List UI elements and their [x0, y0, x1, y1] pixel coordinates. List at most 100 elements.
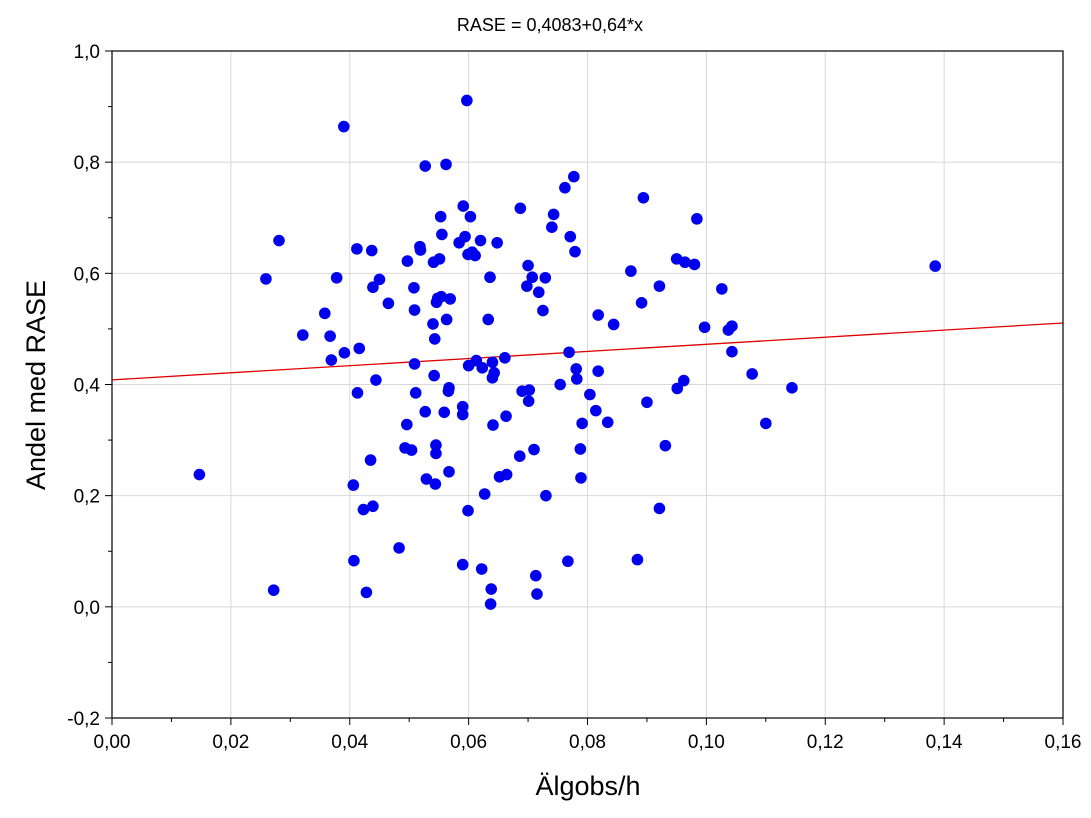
y-axis-title: Andel med RASE [21, 280, 51, 490]
data-point [513, 450, 526, 463]
data-point [443, 465, 455, 478]
data-point [500, 410, 512, 422]
data-point [193, 468, 206, 481]
data-point [367, 281, 379, 294]
data-point [429, 478, 442, 490]
data-point [393, 542, 405, 554]
data-point [576, 417, 588, 430]
data-point [401, 255, 414, 267]
data-point [637, 191, 650, 204]
data-point [456, 400, 469, 413]
data-point [760, 417, 772, 430]
y-tick-label: 0,6 [74, 264, 100, 285]
data-point [436, 228, 448, 241]
data-point [428, 333, 441, 345]
data-point [440, 313, 453, 326]
data-point [540, 489, 552, 502]
data-point [430, 439, 442, 451]
data-point [559, 181, 571, 194]
data-point [499, 352, 511, 364]
data-point [484, 271, 496, 284]
data-point [444, 293, 456, 305]
x-tick-label: 0,10 [688, 732, 725, 753]
data-point [260, 273, 272, 285]
data-point [786, 382, 798, 394]
x-tick-label: 0,08 [569, 732, 606, 753]
data-point [635, 296, 648, 309]
data-point [476, 362, 489, 374]
data-point [569, 245, 581, 258]
data-point [570, 363, 583, 375]
data-point [537, 304, 549, 317]
data-point [485, 583, 498, 595]
data-point [367, 500, 379, 513]
x-tick-label: 0,06 [450, 732, 487, 753]
data-point [401, 418, 413, 431]
data-point [433, 253, 446, 265]
data-point [347, 479, 360, 491]
data-point [478, 488, 491, 500]
data-point [631, 553, 644, 566]
data-point [528, 443, 540, 456]
data-point [456, 558, 469, 571]
data-point [568, 170, 580, 183]
data-point [457, 200, 470, 212]
data-point [726, 320, 738, 332]
data-point [348, 554, 360, 567]
data-point [488, 367, 500, 379]
data-point [475, 563, 488, 575]
data-point [409, 387, 422, 399]
data-point [659, 439, 672, 452]
data-point [491, 236, 503, 249]
data-point [430, 447, 442, 460]
data-points [193, 94, 942, 610]
data-point [459, 230, 471, 243]
data-point [563, 346, 575, 359]
data-point [408, 281, 420, 294]
y-tick-label: 1,0 [74, 42, 100, 63]
x-tick-label: 0,02 [212, 732, 249, 753]
y-tick-label: 0,4 [74, 376, 101, 397]
x-tick-label: 0,12 [807, 732, 844, 753]
x-axis-ticks: 0,00 0,02 0,04 0,06 0,08 0,10 0,12 0,14 0,16 [94, 718, 1081, 753]
data-point [529, 569, 542, 582]
data-point [273, 234, 285, 247]
data-point [584, 388, 596, 401]
data-point [324, 330, 336, 342]
data-point [438, 406, 451, 419]
chart-title: RASE = 0,4083+0,64*x [457, 15, 643, 35]
data-point [522, 395, 535, 407]
data-point [746, 368, 758, 380]
y-tick-label: 0,8 [74, 153, 100, 174]
data-point [716, 283, 728, 295]
data-point [419, 160, 432, 172]
data-point [325, 354, 338, 366]
data-point [296, 329, 309, 341]
data-point [547, 208, 560, 221]
data-point [338, 347, 351, 359]
data-point [353, 342, 366, 355]
data-point [691, 213, 703, 225]
data-point [677, 374, 690, 387]
data-point [641, 396, 653, 409]
data-point [360, 586, 373, 599]
data-point [486, 356, 499, 369]
data-point [526, 271, 539, 284]
data-point [671, 382, 684, 395]
data-point [564, 230, 577, 243]
data-point [357, 503, 370, 516]
x-tick-label: 0,04 [331, 732, 368, 753]
data-point [607, 318, 620, 331]
data-point [592, 309, 604, 321]
data-point [382, 297, 395, 310]
y-tick-label: 0,0 [74, 598, 100, 619]
regression-line [111, 322, 1064, 381]
data-point [351, 243, 363, 255]
data-point [419, 405, 432, 418]
data-point [929, 260, 942, 272]
y-tick-label: 0,2 [74, 487, 100, 508]
data-point [373, 273, 386, 286]
data-point [338, 120, 350, 133]
